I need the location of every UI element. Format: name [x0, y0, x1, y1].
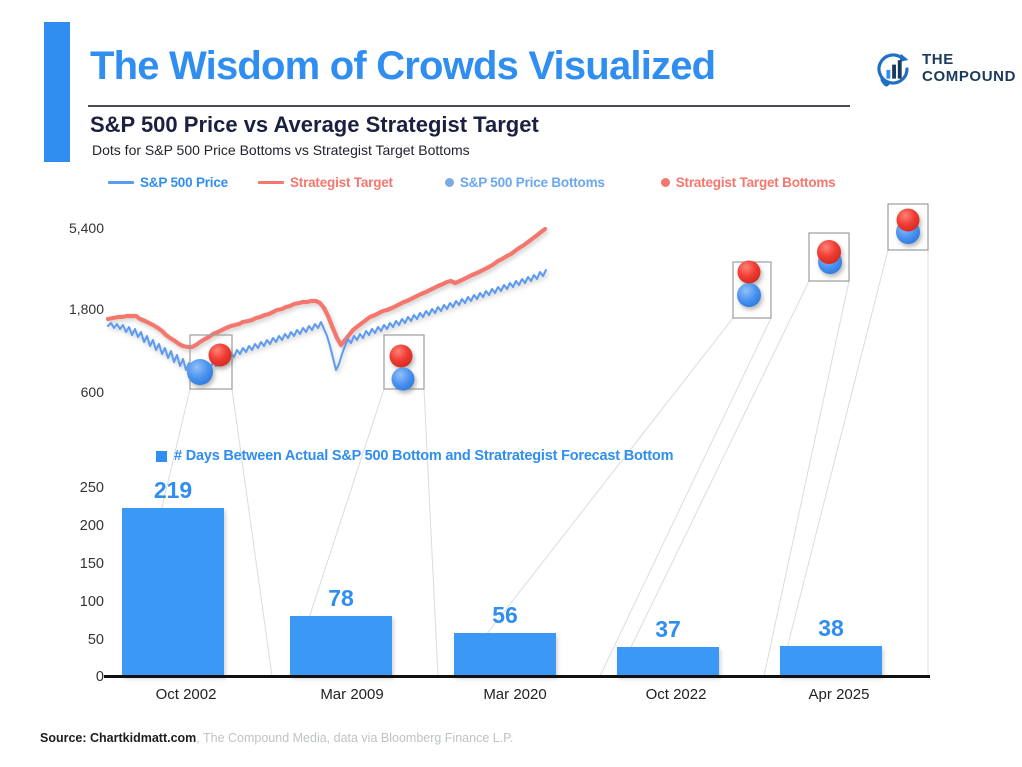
chart-subtitle: Dots for S&P 500 Price Bottoms vs Strate…	[92, 142, 470, 158]
compound-logo-icon	[872, 48, 914, 90]
legend-dot-icon	[660, 178, 670, 187]
source-footer: Source: Chartkidmatt.com, The Compound M…	[40, 731, 513, 745]
legend-label: S&P 500 Price	[140, 175, 228, 190]
legend-dot-icon	[444, 178, 454, 187]
bar-chart-x-axis: Oct 2002 Mar 2009 Mar 2020 Oct 2022 Apr …	[0, 686, 1022, 712]
legend-label: Strategist Target Bottoms	[675, 175, 836, 190]
bar-oct-2022	[617, 647, 719, 676]
line-chart-legend: S&P 500 Price Strategist Target S&P 500 …	[108, 175, 938, 190]
legend-item-sp500-price-bottoms[interactable]: S&P 500 Price Bottoms	[444, 175, 605, 190]
y-tick-label: 600	[80, 384, 104, 400]
y-tick-label: 200	[79, 518, 104, 534]
bar-value-label: 219	[153, 477, 193, 503]
line-chart-plot	[105, 226, 548, 377]
chart-title: S&P 500 Price vs Average Strategist Targ…	[90, 112, 539, 137]
y-tick-label: 1,800	[68, 301, 104, 317]
bar-apr-2025	[780, 646, 882, 676]
bar-oct-2002	[122, 508, 224, 676]
logo-wordmark: THE COMPOUND	[922, 51, 1016, 86]
bar-value-label: 38	[818, 615, 844, 641]
x-tick-label: Apr 2025	[808, 686, 870, 703]
y-tick-label: 100	[79, 594, 104, 610]
legend-label: Strategist Target	[289, 175, 393, 190]
y-tick-label: 150	[79, 556, 104, 572]
logo-text-line-1: THE	[922, 51, 954, 69]
bar-chart-bars	[122, 508, 882, 676]
bar-chart-legend-label: # Days Between Actual S&P 500 Bottom and…	[174, 448, 674, 464]
logo-text-line-2: COMPOUND	[922, 68, 1016, 85]
y-tick-label: 5,400	[68, 220, 104, 236]
bar-chart-legend[interactable]: # Days Between Actual S&P 500 Bottom and…	[156, 448, 673, 464]
y-tick-label: 0	[95, 669, 104, 685]
the-compound-logo: THE COMPOUND	[872, 48, 1016, 90]
x-tick-label: Oct 2002	[155, 686, 217, 703]
y-tick-label: 250	[79, 480, 104, 496]
bar-mar-2020	[454, 633, 556, 676]
page-title: The Wisdom of Crowds Visualized	[90, 44, 716, 88]
bar-legend-swatch-icon	[156, 450, 167, 462]
legend-line-icon	[257, 181, 284, 184]
bar-value-label: 56	[492, 602, 518, 628]
x-tick-label: Mar 2009	[320, 686, 384, 703]
title-divider	[88, 105, 850, 107]
source-detail: , The Compound Media, data via Bloomberg…	[196, 731, 514, 745]
legend-line-icon	[108, 181, 134, 184]
bar-mar-2009	[290, 616, 392, 676]
series-sp500-price-line	[107, 269, 547, 377]
series-strategist-target-line	[105, 226, 548, 350]
accent-bar	[44, 22, 70, 162]
bar-chart-y-axis: 250 200 150 100 50 0	[44, 470, 104, 685]
legend-item-strategist-target-bottoms[interactable]: Strategist Target Bottoms	[660, 175, 836, 190]
x-tick-label: Mar 2020	[483, 686, 547, 703]
legend-label: S&P 500 Price Bottoms	[459, 175, 605, 190]
bar-value-label: 78	[328, 585, 354, 611]
source-label: Source: Chartkidmatt.com	[40, 731, 197, 745]
line-chart-y-axis: 5,400 1,800 600	[48, 196, 104, 436]
x-tick-label: Oct 2022	[645, 686, 707, 703]
legend-item-sp500-price[interactable]: S&P 500 Price	[108, 175, 228, 190]
legend-item-strategist-target[interactable]: Strategist Target	[257, 175, 393, 190]
y-tick-label: 50	[87, 632, 104, 648]
bar-value-label: 37	[655, 616, 681, 642]
